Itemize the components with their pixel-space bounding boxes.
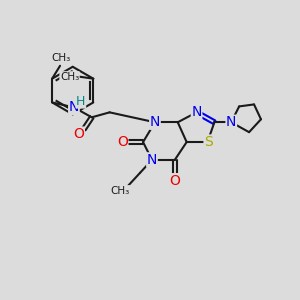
Text: N: N (226, 115, 236, 129)
Text: N: N (69, 100, 79, 114)
Text: N: N (147, 153, 157, 167)
Text: CH₃: CH₃ (111, 186, 130, 196)
Text: CH₃: CH₃ (60, 72, 79, 82)
Text: CH₃: CH₃ (51, 53, 71, 63)
Text: H: H (76, 95, 86, 108)
Text: N: N (150, 115, 160, 129)
Text: O: O (117, 135, 128, 149)
Text: N: N (191, 105, 202, 119)
Text: O: O (169, 174, 180, 188)
Text: S: S (204, 135, 213, 149)
Text: O: O (74, 127, 84, 141)
